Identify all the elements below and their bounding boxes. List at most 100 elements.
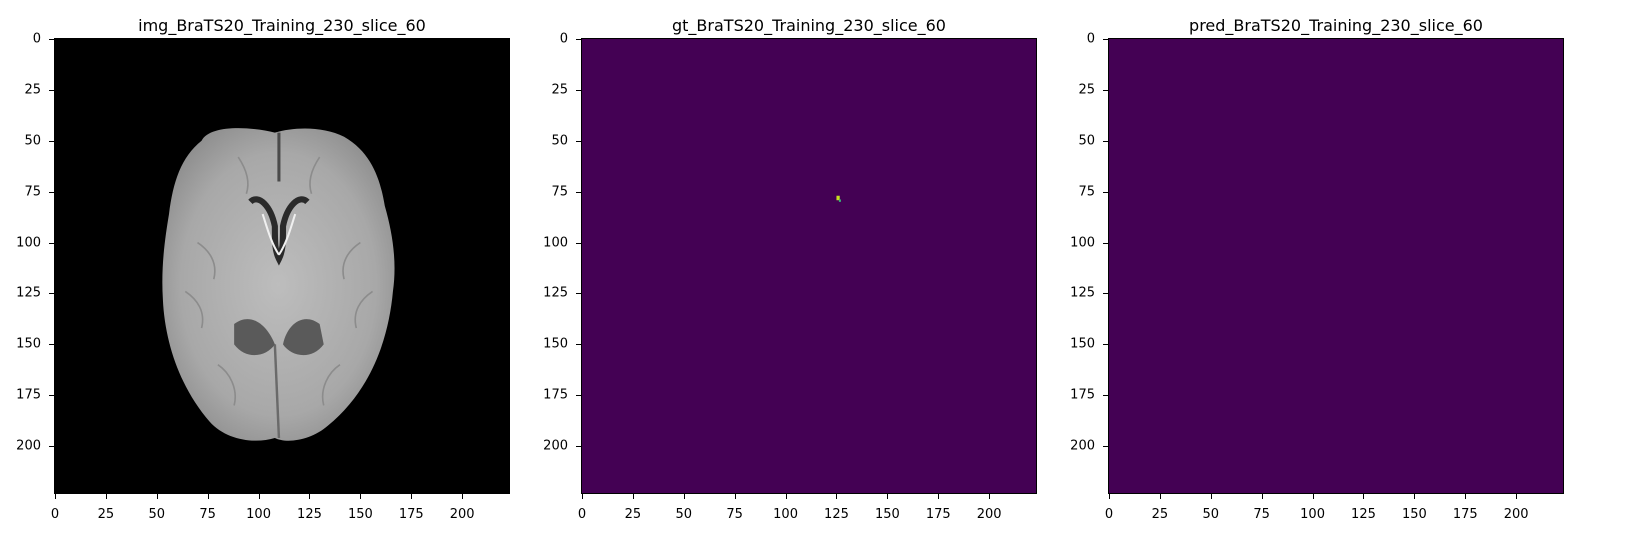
y-tick-label: 200 — [16, 438, 41, 454]
x-tick: 100 — [246, 494, 271, 522]
x-tick-label: 0 — [1104, 507, 1114, 522]
y-tick: 200 — [1070, 439, 1108, 454]
x-tick: 25 — [1152, 494, 1168, 522]
x-tick: 175 — [926, 494, 951, 522]
x-tick: 175 — [1453, 494, 1478, 522]
x-tick: 75 — [726, 494, 743, 522]
x-tick: 150 — [875, 494, 900, 522]
x-tick: 25 — [98, 494, 114, 522]
x-tick-label: 125 — [1351, 507, 1376, 522]
y-tick-label: 25 — [1078, 82, 1095, 98]
x-tick: 200 — [977, 494, 1002, 522]
y-tick-label: 50 — [24, 133, 41, 149]
x-tick: 75 — [199, 494, 216, 522]
y-tick: 50 — [24, 133, 54, 148]
panel-title: pred_BraTS20_Training_230_slice_60 — [1189, 16, 1483, 35]
x-tick-label: 100 — [1300, 507, 1325, 522]
y-tick-label: 125 — [16, 285, 41, 301]
panel-title: img_BraTS20_Training_230_slice_60 — [138, 16, 426, 35]
x-tick: 125 — [297, 494, 322, 522]
y-tick-label: 100 — [543, 235, 568, 251]
x-tick-label: 0 — [577, 507, 587, 522]
x-tick-label: 0 — [50, 507, 60, 522]
x-tick: 200 — [450, 494, 475, 522]
y-tick: 200 — [543, 439, 581, 454]
y-tick: 100 — [1070, 235, 1108, 250]
y-tick: 25 — [24, 82, 54, 97]
x-tick-label: 200 — [976, 507, 1002, 522]
y-tick: 100 — [543, 235, 581, 250]
y-tick: 75 — [551, 184, 581, 199]
y-tick-label: 50 — [1078, 133, 1095, 149]
x-tick: 0 — [1105, 494, 1113, 522]
y-tick-label: 175 — [543, 387, 568, 403]
x-tick-label: 50 — [675, 507, 693, 522]
y-tick-label: 150 — [16, 336, 41, 352]
x-tick: 50 — [676, 494, 692, 522]
x-tick-label: 175 — [925, 507, 951, 522]
image-axes — [54, 38, 510, 494]
y-tick-label: 200 — [1070, 438, 1095, 454]
x-tick-label: 175 — [398, 507, 424, 522]
x-tick-label: 50 — [148, 507, 166, 522]
x-tick-label: 75 — [726, 507, 743, 522]
y-tick: 125 — [16, 286, 54, 301]
x-tick-label: 200 — [449, 507, 475, 522]
x-tick-label: 150 — [874, 507, 900, 522]
x-tick: 100 — [773, 494, 798, 522]
y-tick-label: 25 — [24, 82, 41, 98]
x-tick-label: 25 — [97, 507, 115, 522]
y-tick: 125 — [543, 286, 581, 301]
y-tick-label: 150 — [1070, 336, 1095, 352]
y-tick-label: 100 — [16, 235, 41, 251]
y-tick-label: 0 — [559, 31, 568, 47]
panel-gt: gt_BraTS20_Training_230_slice_60 0 25 50 75… — [543, 0, 1101, 539]
y-tick: 100 — [16, 235, 54, 250]
y-tick-label: 150 — [543, 336, 568, 352]
x-tick-label: 25 — [1151, 507, 1169, 522]
x-tick-label: 75 — [199, 507, 216, 522]
panel-pred: pred_BraTS20_Training_230_slice_60 0 25 50… — [1070, 0, 1626, 539]
y-tick-label: 100 — [1070, 235, 1095, 251]
y-tick: 0 — [560, 32, 581, 47]
y-tick-label: 50 — [551, 133, 568, 149]
x-tick-label: 200 — [1503, 507, 1529, 522]
pred-axes — [1108, 38, 1564, 494]
x-tick: 0 — [51, 494, 59, 522]
pred-mask — [1109, 39, 1563, 493]
x-tick: 125 — [824, 494, 849, 522]
y-tick: 0 — [33, 32, 54, 47]
x-tick: 200 — [1504, 494, 1529, 522]
y-tick: 175 — [1070, 388, 1108, 403]
x-tick-label: 100 — [246, 507, 271, 522]
y-tick: 75 — [1078, 184, 1108, 199]
y-tick-label: 75 — [1078, 184, 1095, 200]
y-tick-label: 175 — [1070, 387, 1095, 403]
panel-title: gt_BraTS20_Training_230_slice_60 — [672, 16, 946, 35]
x-tick-label: 125 — [824, 507, 849, 522]
y-tick: 150 — [1070, 337, 1108, 352]
x-tick: 150 — [348, 494, 373, 522]
x-tick-label: 25 — [624, 507, 642, 522]
x-tick: 75 — [1253, 494, 1270, 522]
y-tick: 150 — [16, 337, 54, 352]
x-tick-label: 150 — [1401, 507, 1427, 522]
x-tick: 0 — [578, 494, 586, 522]
y-tick-label: 175 — [16, 387, 41, 403]
gt-tumor-pixel — [836, 195, 840, 201]
x-tick-label: 75 — [1253, 507, 1270, 522]
y-tick-label: 0 — [32, 31, 41, 47]
x-tick: 50 — [1203, 494, 1219, 522]
y-tick: 175 — [16, 388, 54, 403]
brain-mri-image — [162, 128, 395, 441]
x-tick-label: 50 — [1202, 507, 1220, 522]
y-tick-label: 25 — [551, 82, 568, 98]
y-tick-label: 75 — [551, 184, 568, 200]
y-tick: 75 — [24, 184, 54, 199]
gt-mask — [582, 39, 1036, 493]
x-tick: 150 — [1402, 494, 1427, 522]
y-tick: 50 — [551, 133, 581, 148]
x-tick-label: 125 — [297, 507, 322, 522]
y-tick: 0 — [1087, 32, 1108, 47]
x-tick-label: 100 — [773, 507, 798, 522]
